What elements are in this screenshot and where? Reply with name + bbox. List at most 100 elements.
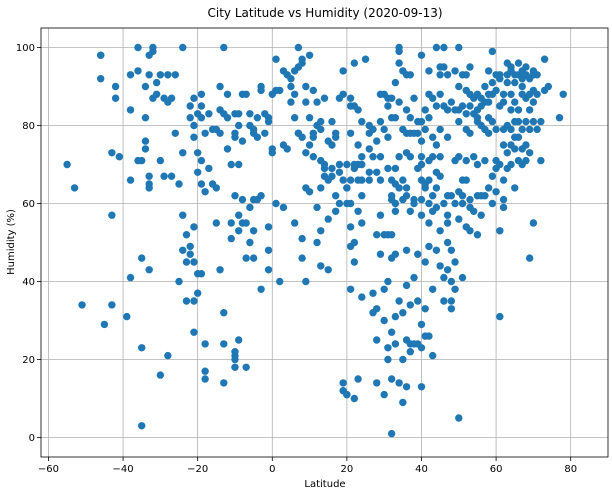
data-point [484,184,493,192]
data-point [141,137,150,145]
x-tick-label: 40 [415,464,428,475]
data-point [522,63,530,71]
data-point [525,149,534,157]
data-point [514,106,523,114]
data-point [470,153,478,161]
data-point [309,153,318,161]
y-tick-label: 60 [22,199,35,210]
data-point [279,203,288,212]
data-point [302,82,310,91]
data-point [384,277,392,286]
data-point [186,250,194,258]
data-point [324,215,332,223]
data-point [399,176,407,184]
data-point [533,125,541,134]
data-point [201,367,209,375]
data-point [264,117,273,126]
data-point [328,164,336,173]
data-point [488,117,497,126]
data-point [268,149,276,157]
data-point [272,199,280,208]
data-point [455,215,463,223]
data-point [167,94,176,102]
data-point [339,176,347,184]
data-point [511,98,519,106]
data-point [156,71,165,79]
data-point [212,219,221,227]
data-point [190,133,198,141]
data-point [145,71,153,79]
x-tick-label: 0 [269,464,275,475]
data-point [358,219,366,227]
data-point [417,344,426,352]
data-point [484,67,493,75]
data-point [529,98,538,106]
data-point [190,121,198,130]
data-point [451,67,459,75]
data-point [358,160,366,169]
data-point [175,277,183,286]
data-point [182,258,191,266]
data-point [380,125,388,134]
data-point [447,297,456,305]
data-point [328,141,336,149]
data-point [276,86,284,95]
data-point [190,297,198,305]
data-point [455,43,463,52]
data-point [432,102,441,110]
data-point [376,117,385,126]
data-point [287,98,295,106]
data-point [395,43,403,52]
data-point [156,156,165,165]
data-point [533,71,541,79]
data-point [179,149,187,157]
data-point [395,379,403,387]
data-point [384,102,392,110]
data-point [421,125,429,134]
data-point [223,145,232,153]
data-point [395,59,403,67]
data-point [216,266,224,274]
data-point [391,207,400,215]
data-point [458,192,467,200]
data-point [481,156,489,165]
data-point [126,273,135,282]
data-point [190,223,198,231]
data-point [466,102,474,110]
data-point [402,246,411,254]
data-point [167,172,176,180]
data-points [63,43,567,438]
data-point [249,254,258,262]
data-point [257,285,265,293]
data-point [417,320,426,329]
data-point [186,114,194,122]
data-point [533,90,541,99]
data-point [391,312,400,321]
data-point [235,211,243,219]
data-point [298,254,306,262]
data-point [544,82,553,91]
data-point [417,117,426,126]
data-point [425,176,433,184]
data-point [324,266,332,274]
data-point [373,137,381,145]
x-tick-label: −40 [113,464,134,475]
data-point [238,195,247,204]
data-point [455,82,463,91]
data-point [421,184,429,192]
data-point [171,129,179,137]
data-point [331,207,340,215]
data-point [507,125,515,134]
data-point [488,78,497,87]
x-tick-label: 60 [490,464,503,475]
data-point [406,114,414,122]
data-point [193,168,202,176]
data-point [522,156,530,165]
data-point [518,125,526,134]
data-point [484,129,493,137]
data-point [242,363,250,371]
data-point [182,231,191,239]
data-point [499,141,508,149]
data-point [425,219,433,227]
data-point [414,250,422,258]
